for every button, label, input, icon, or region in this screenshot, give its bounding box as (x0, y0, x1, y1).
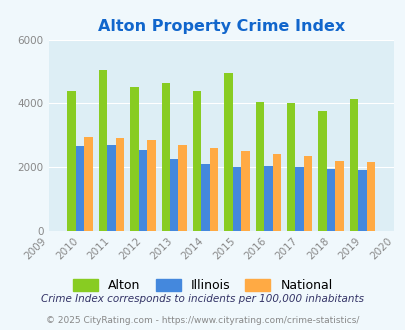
Bar (115, 139, 124, 231)
Bar (295, 167, 303, 231)
Bar (224, 73, 232, 231)
Bar (232, 167, 241, 231)
Bar (286, 103, 295, 231)
Bar (303, 156, 311, 231)
Bar (67, 91, 76, 231)
Bar (349, 99, 357, 231)
Bar (161, 83, 170, 231)
Bar (130, 87, 138, 231)
Bar (357, 170, 366, 231)
Bar (272, 154, 280, 231)
Text: Crime Index corresponds to incidents per 100,000 inhabitants: Crime Index corresponds to incidents per… (41, 294, 364, 304)
Bar (192, 91, 201, 231)
Title: Alton Property Crime Index: Alton Property Crime Index (98, 19, 344, 34)
Bar (107, 145, 115, 231)
Bar (84, 137, 93, 231)
Legend: Alton, Illinois, National: Alton, Illinois, National (68, 274, 337, 297)
Bar (335, 161, 343, 231)
Bar (318, 112, 326, 231)
Bar (147, 140, 155, 231)
Bar (76, 147, 84, 231)
Bar (170, 159, 178, 231)
Bar (263, 166, 272, 231)
Bar (138, 150, 147, 231)
Bar (209, 148, 218, 231)
Text: © 2025 CityRating.com - https://www.cityrating.com/crime-statistics/: © 2025 CityRating.com - https://www.city… (46, 316, 359, 325)
Bar (201, 164, 209, 231)
Bar (255, 102, 263, 231)
Bar (241, 151, 249, 231)
Bar (98, 70, 107, 231)
Bar (366, 162, 374, 231)
Bar (326, 169, 335, 231)
Bar (178, 145, 186, 231)
